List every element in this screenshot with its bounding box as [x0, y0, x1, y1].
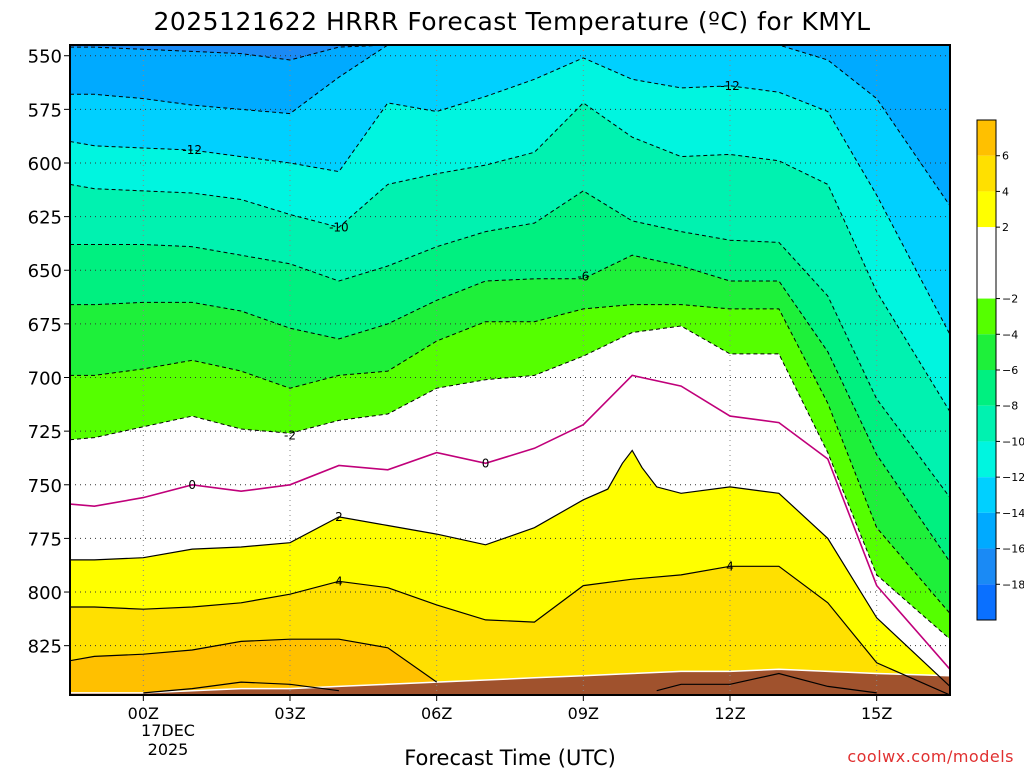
x-tick-label: 12Z: [714, 704, 745, 723]
legend-swatch: [977, 298, 996, 335]
contour-label: 2: [335, 510, 343, 524]
legend-swatch: [977, 120, 996, 156]
contour-lines: [70, 45, 950, 695]
y-tick-label: 775: [28, 529, 62, 550]
y-tick-label: 675: [28, 315, 62, 336]
legend-swatch: [977, 370, 996, 406]
contour-line--4: [70, 304, 950, 614]
x-axis: 00Z 03Z 06Z 09Z 12Z 15Z: [128, 695, 892, 723]
legend-label: −16: [1002, 543, 1024, 556]
date-label-line2: 2025: [148, 740, 189, 759]
date-label-line1: 17DEC: [141, 721, 195, 740]
x-tick-label: 00Z: [128, 704, 159, 723]
legend-swatch: [977, 548, 996, 585]
contour-label: -12: [720, 79, 740, 93]
y-tick-label: 800: [28, 583, 62, 604]
color-legend: −18 −16 −14 −12 −10 −8 −6 −4 −2 2 4 6: [976, 119, 1024, 621]
y-tick-label: 600: [28, 154, 62, 175]
legend-swatch: [977, 477, 996, 513]
contour-line--10: [70, 102, 950, 413]
legend-swatch: [977, 441, 996, 478]
legend-label: −12: [1002, 471, 1024, 484]
y-axis: 550 575 600 625 650 675 700 725 750 775 800 825: [28, 47, 70, 658]
contour-line-0: [70, 374, 950, 670]
contour-label: 0: [482, 456, 490, 470]
x-tick-label: 06Z: [421, 704, 452, 723]
legend-swatch: [977, 334, 996, 370]
contour-label: -2: [284, 428, 296, 442]
legend-swatch: [977, 405, 996, 442]
contour-line--16: [70, 45, 950, 61]
contour-line-2: [70, 449, 950, 687]
y-tick-label: 825: [28, 637, 62, 658]
legend-swatch: [977, 584, 996, 620]
contour-line-4: [70, 565, 950, 695]
contour-label: 0: [188, 478, 196, 492]
legend-label: −2: [1002, 293, 1018, 306]
legend-swatch: [977, 191, 996, 228]
contour-label: -10: [329, 220, 349, 234]
contour-line--2: [70, 325, 950, 640]
contour-line-6: [656, 672, 877, 694]
legend-label: 6: [1002, 150, 1009, 163]
contour-line--14: [70, 45, 950, 207]
legend-label: 4: [1002, 185, 1009, 198]
legend-label: −4: [1002, 328, 1018, 341]
y-tick-label: 650: [28, 261, 62, 282]
contour-labels: -12 -12 -10 -6 -2 0 0 2 4 4: [182, 79, 739, 589]
plot-frame: [69, 44, 951, 696]
grid-lines: [70, 45, 950, 695]
x-tick-label: 15Z: [861, 704, 892, 723]
legend-swatch: [977, 227, 996, 299]
y-tick-label: 725: [28, 422, 62, 443]
x-tick-label: 09Z: [568, 704, 599, 723]
legend-swatch: [977, 512, 996, 549]
y-tick-label: 625: [28, 208, 62, 229]
y-tick-label: 550: [28, 47, 62, 68]
contour-label: -6: [577, 270, 589, 284]
contour-label: 4: [335, 574, 343, 588]
contour-line--12: [70, 57, 950, 335]
legend-swatch: [977, 155, 996, 192]
contour-label: -12: [182, 143, 202, 157]
x-tick-label: 03Z: [274, 704, 305, 723]
legend-label: −6: [1002, 364, 1018, 377]
contour-line-8: [143, 681, 339, 694]
x-axis-label: Forecast Time (UTC): [404, 746, 616, 768]
y-tick-label: 750: [28, 476, 62, 497]
contour-line-6: [70, 638, 438, 683]
y-tick-label: 575: [28, 100, 62, 121]
contour-label: 4: [726, 559, 734, 573]
legend-label: −8: [1002, 400, 1018, 413]
chart-title: 2025121622 HRRR Forecast Temperature (ºC…: [153, 7, 870, 36]
y-tick-label: 700: [28, 369, 62, 390]
credit-text: coolwx.com/models: [847, 747, 1014, 766]
contour-line--8: [70, 190, 950, 498]
legend-label: −14: [1002, 507, 1024, 520]
contour-line--6: [70, 254, 950, 563]
legend-label: −18: [1002, 578, 1024, 591]
legend-label: 2: [1002, 221, 1009, 234]
legend-label: −10: [1002, 435, 1024, 448]
